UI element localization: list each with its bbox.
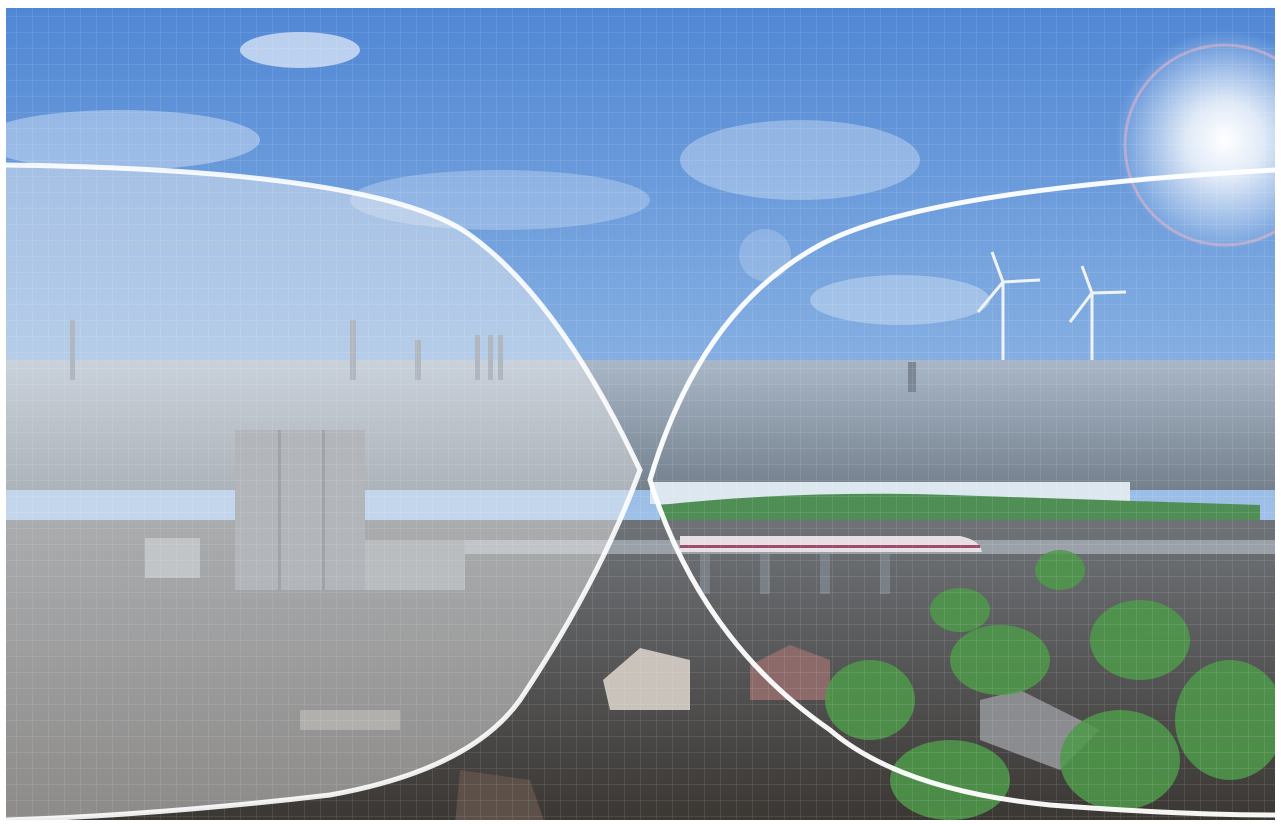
lens-outline bbox=[647, 167, 1276, 818]
lens-outline bbox=[5, 162, 643, 823]
